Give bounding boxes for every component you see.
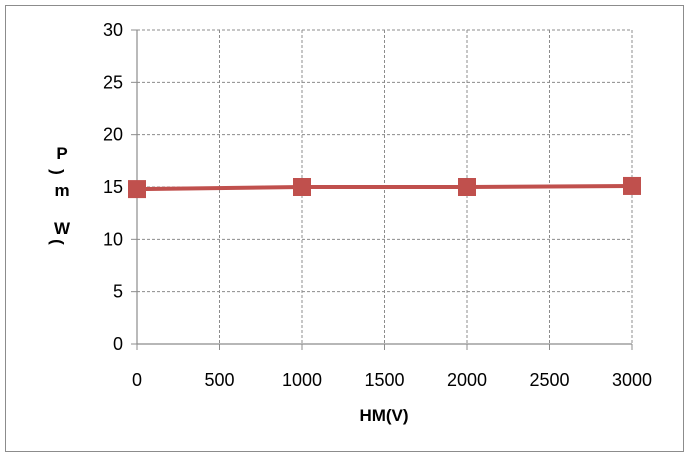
x-tick-label: 2000 (447, 370, 487, 390)
y-axis-title-part: ) (48, 169, 67, 175)
y-tick-label: 30 (103, 20, 123, 40)
data-point-marker (458, 178, 476, 196)
y-tick-label: 5 (113, 282, 123, 302)
x-axis-title: HM(V) (359, 406, 408, 425)
y-axis-title-part: P (56, 144, 67, 163)
x-tick-label: 1000 (282, 370, 322, 390)
data-point-marker (128, 180, 146, 199)
x-tick-label: 2500 (529, 370, 569, 390)
chart-frame (5, 5, 684, 452)
series-line-path (136, 183, 633, 192)
x-tick-label: 1500 (364, 370, 404, 390)
y-axis-title-part: W (54, 219, 71, 238)
y-tick-label: 0 (113, 334, 123, 354)
y-tick-label: 25 (103, 72, 123, 92)
y-axis-title-part: m (54, 181, 69, 200)
series-line (128, 176, 641, 199)
y-tick-label: 20 (103, 125, 123, 145)
data-point-marker (623, 176, 641, 195)
x-tick-label: 3000 (612, 370, 652, 390)
y-tick-label: 15 (103, 177, 123, 197)
data-point-marker (293, 178, 311, 196)
y-tick-labels: 0 5 10 15 20 25 30 (103, 20, 123, 354)
y-tick-label: 10 (103, 229, 123, 249)
x-tick-label: 0 (132, 370, 142, 390)
y-axis-title-part: ( (48, 239, 67, 245)
y-axis-title: P ) m W ( (48, 144, 71, 245)
x-tick-labels: 0 500 1000 1500 2000 2500 3000 (132, 370, 652, 390)
x-tick-label: 500 (204, 370, 234, 390)
